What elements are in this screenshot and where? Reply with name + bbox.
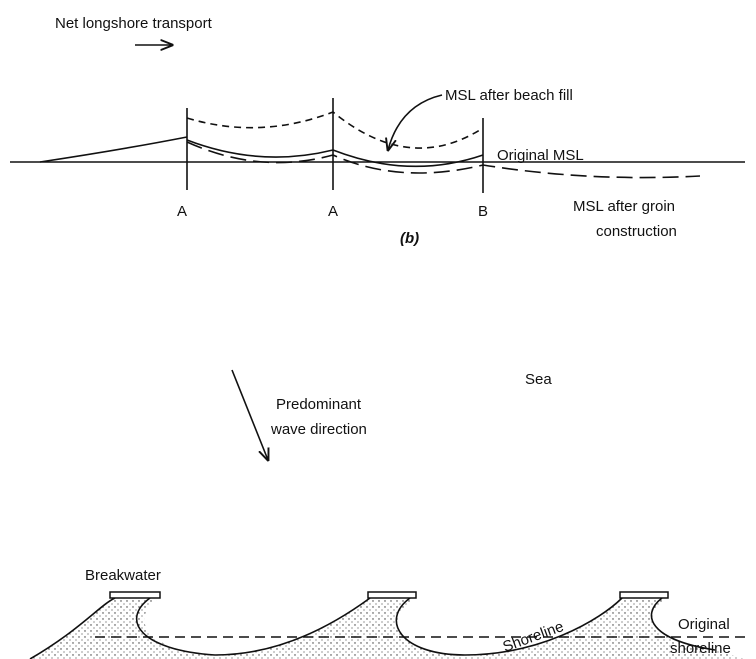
original-shoreline-label: Original [678, 616, 730, 633]
groin-diagram: Net longshore transport A A B MSL after … [10, 15, 745, 247]
caption: (b) [400, 230, 419, 247]
beach-fill-line [187, 112, 483, 148]
breakwater-label: Breakwater [85, 567, 161, 584]
breakwater [110, 592, 160, 598]
wave-label: Predominant [276, 396, 362, 413]
sea-label: Sea [525, 371, 552, 388]
groin-label: A [328, 203, 338, 220]
beach-fill-arrow [388, 95, 442, 150]
groin-label: A [177, 203, 187, 220]
sand [30, 598, 745, 659]
groin-label: B [478, 203, 488, 220]
groin-construction-line [187, 142, 700, 178]
groin-construction-label: MSL after groin [573, 198, 675, 215]
breakwater [620, 592, 668, 598]
wave-arrow [232, 370, 268, 460]
beach-fill-label: MSL after beach fill [445, 87, 573, 104]
diagram: Net longshore transport A A B MSL after … [0, 0, 756, 659]
wave-label: wave direction [270, 421, 367, 438]
breakwater [368, 592, 416, 598]
updrift-accretion [40, 137, 187, 162]
breakwater-diagram: Sea Predominant wave direction Breakwate… [30, 370, 745, 659]
original-msl-label: Original MSL [497, 147, 584, 164]
transport-label: Net longshore transport [55, 15, 213, 32]
original-shoreline-label: shoreline [670, 640, 731, 657]
groin-construction-label: construction [596, 223, 677, 240]
